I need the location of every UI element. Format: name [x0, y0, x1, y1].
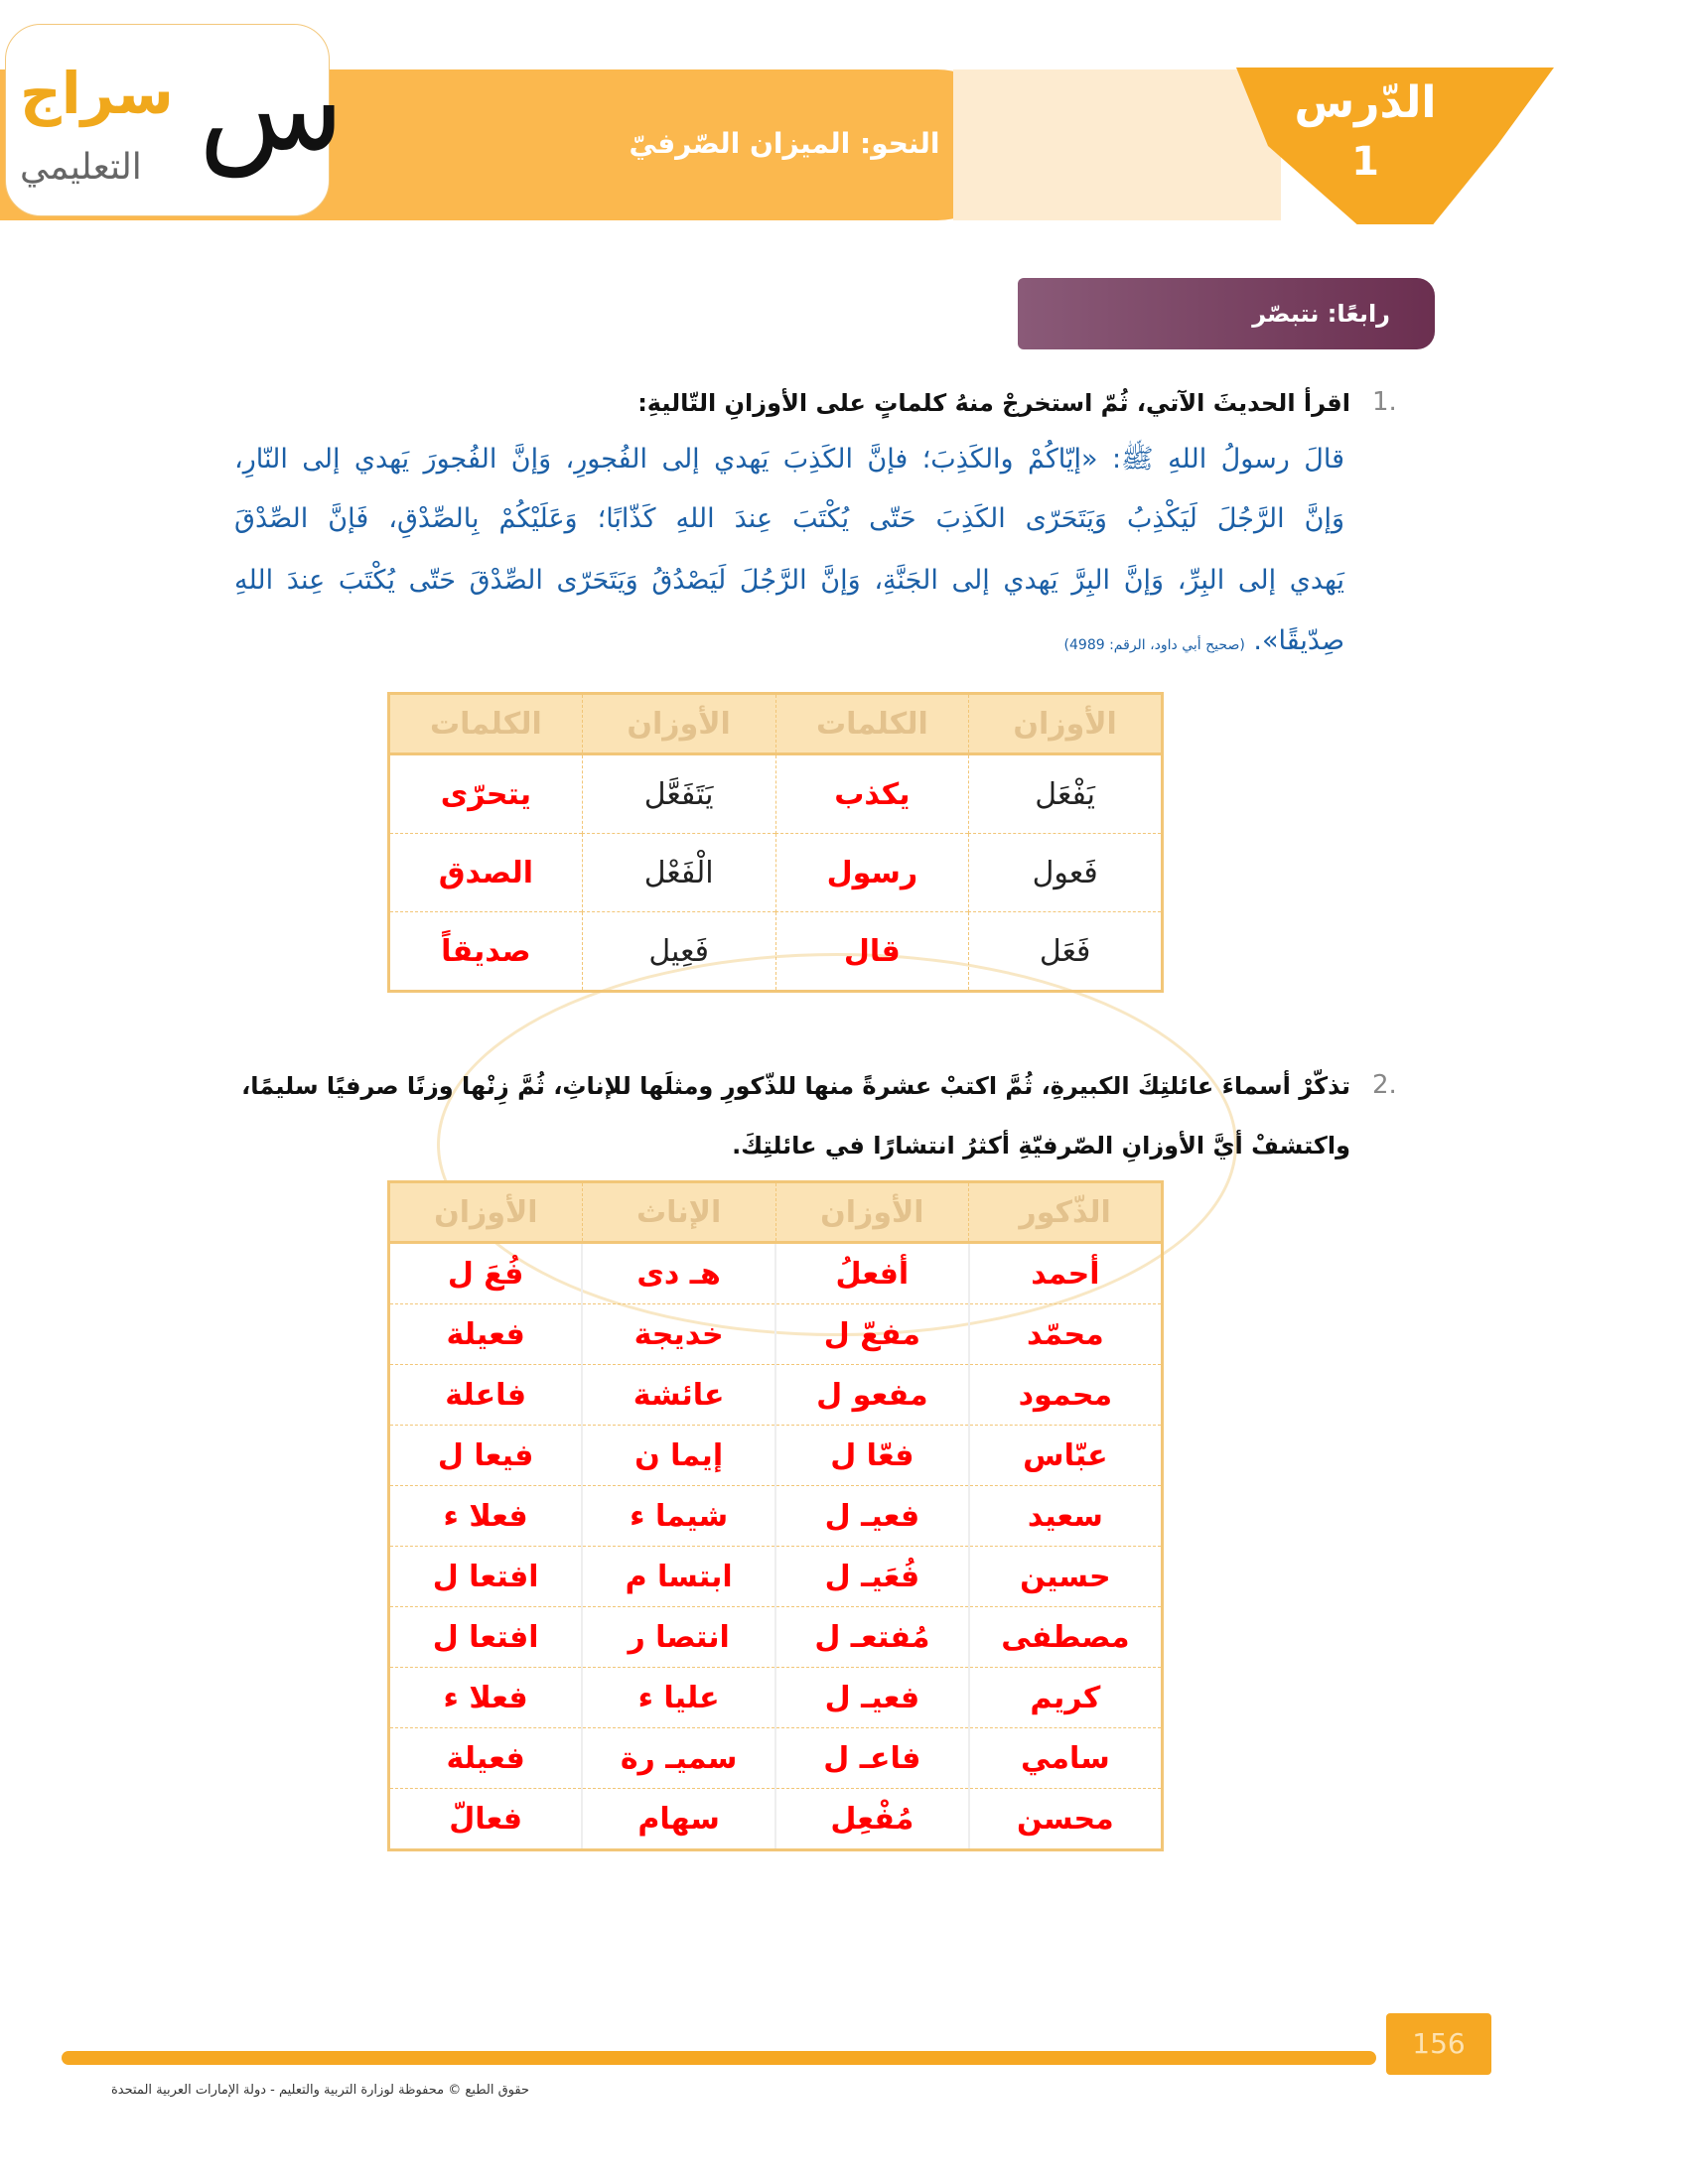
table-cell: يكذب [774, 753, 970, 834]
table-row: محسن مُفْعِل سهام فعالّ [388, 1788, 1164, 1850]
header-divider [953, 69, 1281, 220]
table-cell: فعيـ ل [775, 1667, 970, 1728]
logo [5, 24, 330, 216]
table-cell: عائشة [582, 1364, 776, 1426]
table-cell: فَعَل [968, 911, 1163, 992]
table-cell: مُفتعـ ل [775, 1606, 970, 1668]
table-cell: قال [774, 911, 970, 992]
table-cell: سامي [968, 1727, 1164, 1789]
table-cell: سميـ رة [582, 1727, 776, 1789]
table-row: محمود مفعو ل عائشة فاعلة [388, 1364, 1164, 1426]
table-row: أحمد أفعلُ هـ دى فُعَ ل [388, 1242, 1164, 1304]
table-cell: يَفْعَل [968, 753, 1163, 834]
table-cell: الصدق [388, 833, 583, 912]
hadith-line: قالَ رسولُ اللهِ ﷺ: «إيّاكُمْ والكَذِبَ؛… [234, 444, 1344, 475]
table-cell: فعيـ ل [775, 1485, 970, 1547]
column-header: الإناث [581, 1181, 776, 1244]
table-cell: سعيد [968, 1485, 1164, 1547]
table-cell: يَتَفَعَّل [581, 753, 776, 834]
column-header: الأوزان [968, 693, 1163, 755]
table-row: محمّد مفعّ ل خديجة فعيلة [388, 1303, 1164, 1365]
footer-bar [62, 2051, 1376, 2065]
column-header: الكلمات [388, 693, 583, 755]
table-row: عبّاس فعّا ل إيما ن فيعا ل [388, 1425, 1164, 1486]
table-cell: فُعَ ل [388, 1242, 584, 1304]
section-tab-label: رابعًا: نتبصّر [1252, 300, 1390, 328]
table-cell: افتعا ل [388, 1606, 584, 1668]
table-row: مصطفى مُفتعـ ل انتصا ر افتعا ل [388, 1606, 1164, 1668]
table-cell: مفعّ ل [775, 1303, 970, 1365]
logo-mark: س [199, 40, 345, 178]
table-cell: عليا ء [582, 1667, 776, 1728]
table-cell: حسين [968, 1546, 1164, 1607]
hadith-line: صِدّيقًا». (صحيح أبي داود، الرقم: 4989) [1063, 625, 1344, 656]
table-cell: إيما ن [582, 1425, 776, 1486]
question-number: 1. [1372, 387, 1397, 417]
column-header: الكلمات [774, 693, 970, 755]
table-cell: أفعلُ [775, 1242, 970, 1304]
copyright: حقوق الطبع © محفوظة لوزارة التربية والتع… [110, 2083, 529, 2098]
table-cell: شيما ء [582, 1485, 776, 1547]
table-cell: كريم [968, 1667, 1164, 1728]
table-cell: فعّا ل [775, 1425, 970, 1486]
question-prompt: واكتشفْ أيَّ الأوزانِ الصّرفيّةِ أكثرُ ا… [732, 1132, 1350, 1160]
table-cell: انتصا ر [582, 1606, 776, 1668]
table-cell: سهام [582, 1788, 776, 1850]
table-row: حسين فُعَيـ ل ابتسا م افتعا ل [388, 1546, 1164, 1607]
page-number: 156 [1386, 2013, 1491, 2075]
table-cell: هـ دى [582, 1242, 776, 1304]
table-cell: فُعَيـ ل [775, 1546, 970, 1607]
table-cell: فَعِيل [581, 911, 776, 992]
hadith-source: (صحيح أبي داود، الرقم: 4989) [1063, 637, 1245, 653]
table-cell: فعلا ء [388, 1667, 584, 1728]
page-title: النحو: الميزان الصّرفيّ [629, 127, 940, 160]
hadith-line: وَإنَّ الرَّجُلَ لَيَكْذِبُ وَيَتَحَرّى … [234, 503, 1344, 534]
table-cell: أحمد [968, 1242, 1164, 1304]
table-row: فَعول رسول الْفَعْل الصدق [388, 833, 1163, 912]
lesson-number: 1 [1351, 139, 1379, 185]
section-tab [1018, 278, 1435, 349]
names-table: الذّكور الأوزان الإناث الأوزان أحمد أفعلُ هـ د… [387, 1180, 1164, 1851]
hadith-line: يَهدي إلى البِرِّ، وَإنَّ البِرَّ يَهدي … [234, 565, 1344, 596]
table-cell: فاعلة [388, 1364, 584, 1426]
table-row: فَعَل قال فَعِيل صديقاً [388, 911, 1163, 992]
table-cell: يتحرّى [388, 753, 583, 834]
logo-name: سراج [20, 60, 174, 127]
question-prompt: تذكّرْ أسماءَ عائلتِكَ الكبيرةِ، ثُمَّ ا… [241, 1072, 1350, 1100]
table-row: كريم فعيـ ل عليا ء فعلا ء [388, 1667, 1164, 1728]
table-cell: محمّد [968, 1303, 1164, 1365]
table-cell: فعيلة [388, 1303, 584, 1365]
weights-table: الأوزان الكلمات الأوزان الكلمات يَفْعَل يكذب ي… [387, 692, 1164, 993]
table-cell: فَعول [968, 833, 1163, 912]
column-header: الأوزان [581, 693, 776, 755]
table-cell: فيعا ل [388, 1425, 584, 1486]
table-row: يَفْعَل يكذب يَتَفَعَّل يتحرّى [388, 753, 1163, 834]
table-cell: فعيلة [388, 1727, 584, 1789]
lesson-label: الدّرس [1294, 77, 1437, 128]
table-cell: ابتسا م [582, 1546, 776, 1607]
question-prompt: اقرأ الحديثَ الآتي، ثُمّ استخرجْ منهُ كل… [637, 389, 1350, 417]
column-header: الأوزان [388, 1181, 583, 1244]
table-row: سعيد فعيـ ل شيما ء فعلا ء [388, 1485, 1164, 1547]
column-header: الأوزان [774, 1181, 970, 1244]
table-cell: مُفْعِل [775, 1788, 970, 1850]
table-cell: فاعـ ل [775, 1727, 970, 1789]
table-cell: مصطفى [968, 1606, 1164, 1668]
table-cell: خديجة [582, 1303, 776, 1365]
table-cell: محسن [968, 1788, 1164, 1850]
table-cell: محمود [968, 1364, 1164, 1426]
logo-subtitle: التعليمي [20, 147, 142, 188]
table-row: سامي فاعـ ل سميـ رة فعيلة [388, 1727, 1164, 1789]
table-cell: الْفَعْل [581, 833, 776, 912]
table-cell: فعالّ [388, 1788, 584, 1850]
table-cell: مفعو ل [775, 1364, 970, 1426]
table-cell: عبّاس [968, 1425, 1164, 1486]
column-header: الذّكور [968, 1181, 1163, 1244]
table-cell: رسول [774, 833, 970, 912]
table-cell: صديقاً [388, 911, 583, 992]
question-number: 2. [1372, 1070, 1397, 1100]
table-cell: افتعا ل [388, 1546, 584, 1607]
table-cell: فعلا ء [388, 1485, 584, 1547]
